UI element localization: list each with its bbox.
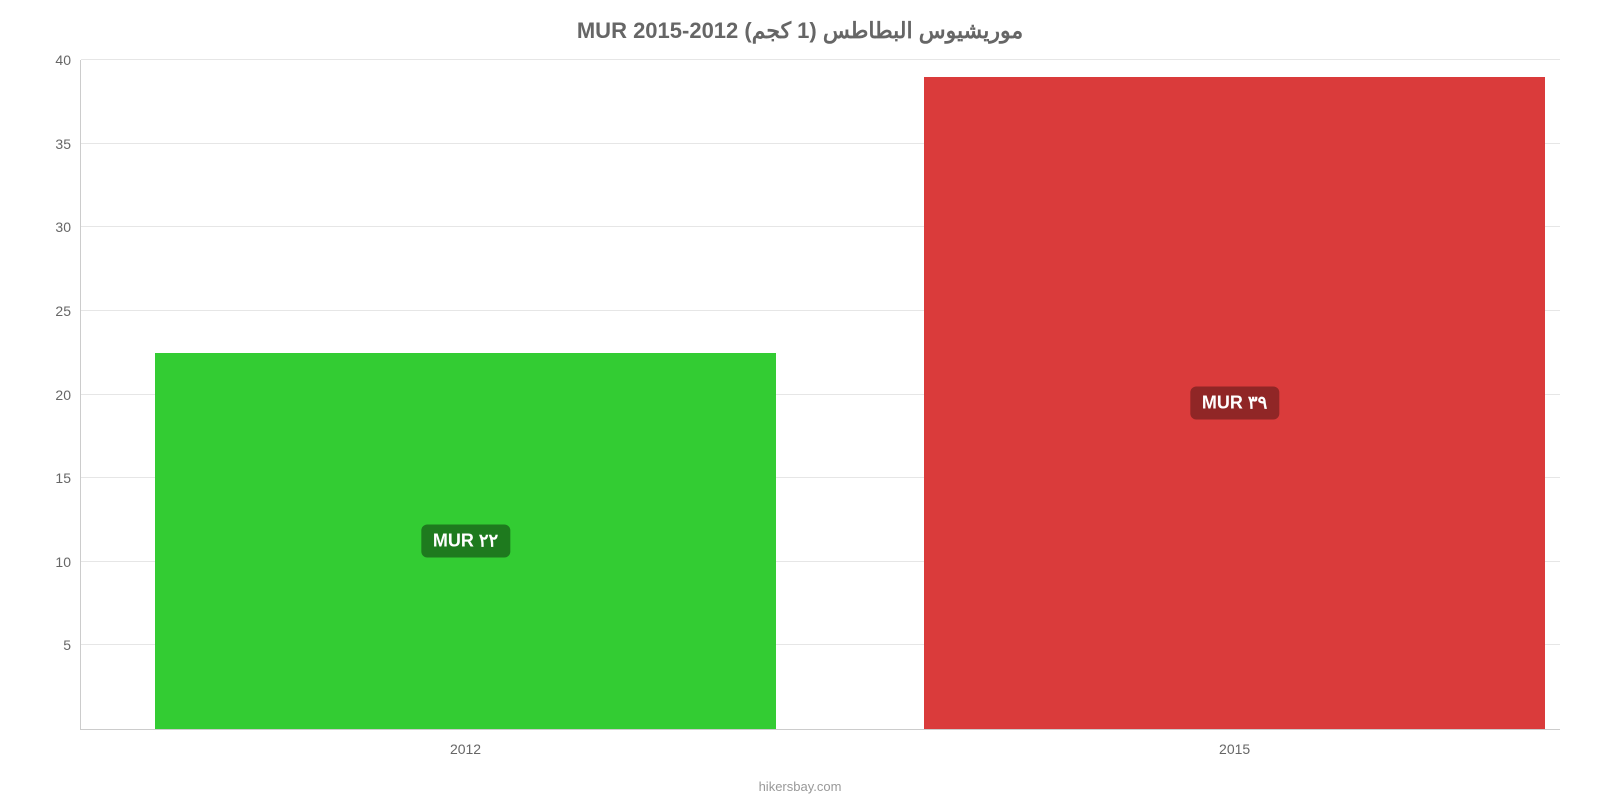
bar: ٣٩ MUR — [924, 77, 1545, 729]
y-tick-label: 40 — [55, 52, 81, 68]
y-tick-label: 15 — [55, 470, 81, 486]
bar: ٢٢ MUR — [155, 353, 776, 729]
y-tick-label: 20 — [55, 387, 81, 403]
plot-area: 0510152025303540 ٢٢ MUR٣٩ MUR 20122015 — [80, 60, 1560, 730]
y-tick-label: 30 — [55, 219, 81, 235]
chart-title: موريشيوس البطاطس (1 كجم) MUR 2015-2012 — [0, 18, 1600, 44]
chart-container: موريشيوس البطاطس (1 كجم) MUR 2015-2012 0… — [0, 0, 1600, 800]
y-tick-label: 35 — [55, 136, 81, 152]
x-tick-label: 2012 — [450, 729, 481, 757]
bar-value-label: ٣٩ MUR — [1190, 386, 1279, 419]
y-tick-label: 5 — [63, 637, 81, 653]
bars-layer: ٢٢ MUR ٣٩ MUR — [81, 60, 1560, 729]
y-tick-label: 25 — [55, 303, 81, 319]
x-tick-label: 2015 — [1219, 729, 1250, 757]
credit-text: hikersbay.com — [0, 779, 1600, 794]
y-tick-label: 10 — [55, 554, 81, 570]
bar-value-label: ٢٢ MUR — [421, 524, 510, 557]
